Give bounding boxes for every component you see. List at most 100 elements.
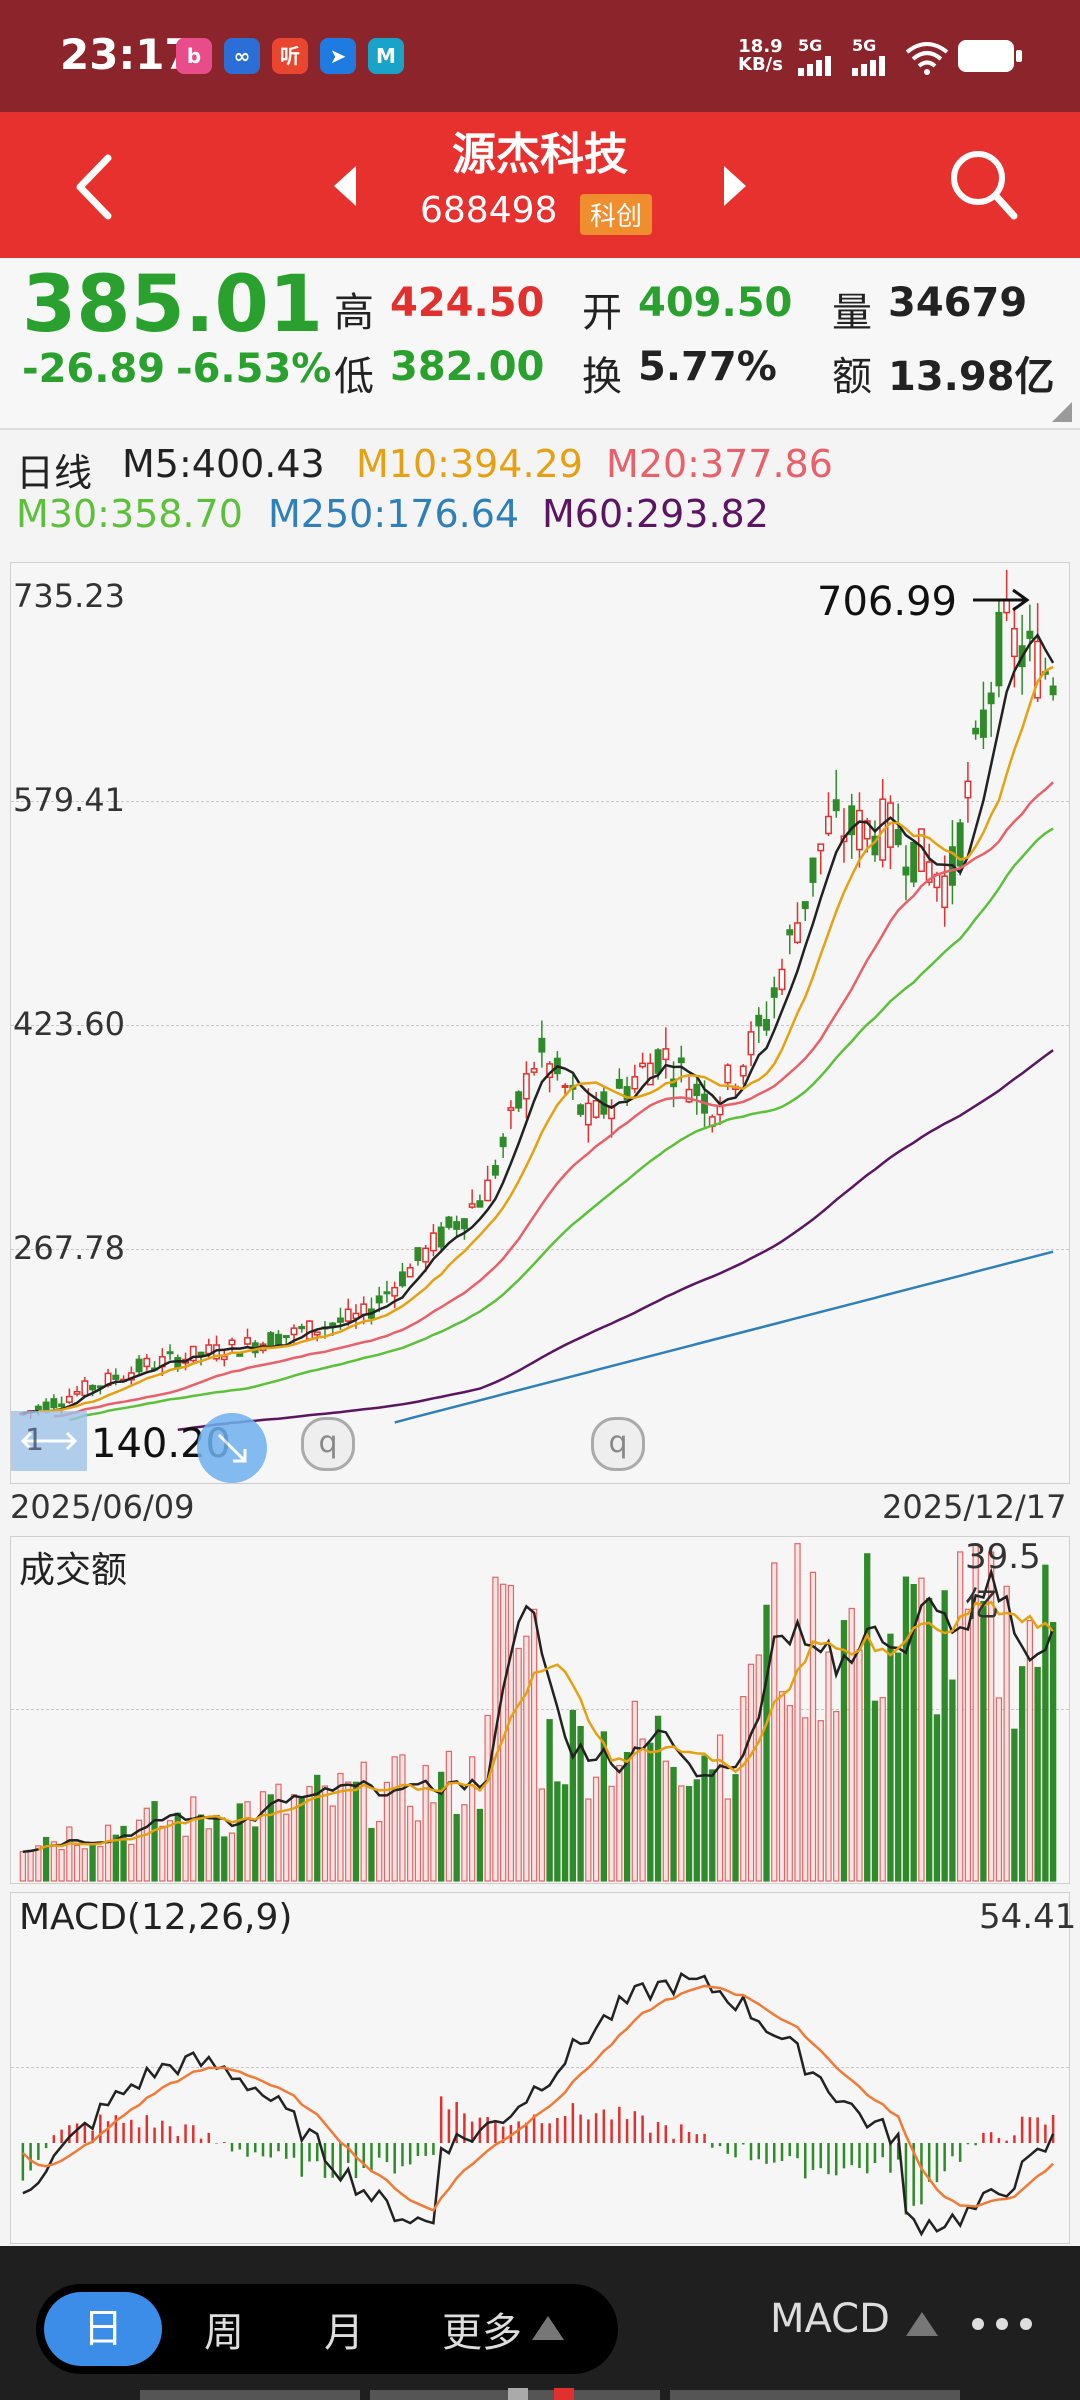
event-marker-icon[interactable]: q [301,1417,355,1471]
candle [894,828,902,846]
volume-bar [515,1647,522,1882]
volume-bar [910,1584,917,1882]
volume-bar [42,1836,50,1882]
open-label: 开 [582,290,622,336]
resize-icon [217,1433,247,1463]
volume-bar [926,1597,933,1882]
ma5-line [22,632,1055,1415]
nav-handle [140,2390,360,2400]
volume-value: 34679 [888,280,1028,326]
volume-bar [407,1805,414,1882]
volume-bar [120,1825,127,1882]
volume-bar [205,1828,212,1882]
candle [422,1247,430,1263]
volume-bar [360,1761,367,1882]
turnover-label: 换 [582,354,622,400]
signal-2-icon: 5G [852,36,888,76]
low-label: 低 [334,354,374,400]
volume-bar [314,1774,321,1882]
candle [383,1291,391,1295]
candle [925,861,933,883]
volume-bar [833,1711,840,1882]
volume-bar [786,1704,793,1882]
indicator-selector[interactable]: MACD [770,2296,890,2342]
gridline [11,1249,1069,1250]
candle [499,1136,507,1148]
macd-dea-line [22,1984,1054,2212]
more-options-icon[interactable] [970,2316,1034,2332]
volume-bar [616,1765,623,1882]
volume-bar [623,1752,631,1882]
event-marker-icon[interactable]: q [591,1417,645,1471]
volume-bar [197,1814,205,1882]
next-stock-icon[interactable] [720,164,750,208]
macd-chart[interactable]: MACD(12,26,9) 54.41 [10,1892,1076,2244]
volume-bar [244,1801,251,1882]
volume-bar [840,1620,848,1882]
back-icon[interactable] [70,152,120,222]
price-change-pct: -6.53% [176,346,332,392]
board-badge: 科创 [580,194,653,235]
candle [755,1014,763,1027]
tab-day[interactable]: 日 [44,2292,162,2366]
candle [166,1351,174,1355]
volume-label: 量 [832,290,872,336]
candle [662,1048,670,1061]
volume-bar [569,1709,577,1882]
price-chart[interactable]: 735.23 579.41 423.60 267.78 706.99 1 140… [10,562,1070,1484]
volume-chart[interactable]: 成交额 39.5亿 [10,1536,1070,1884]
tab-more[interactable]: 更多 [442,2310,522,2356]
search-icon[interactable] [948,148,1018,222]
ma20-value: M20:377.86 [606,442,833,486]
volume-bar [213,1814,220,1882]
volume-bar [267,1794,274,1882]
nav-handle [670,2390,960,2400]
prev-stock-icon[interactable] [330,164,360,208]
volume-bar [275,1783,282,1882]
volume-bar [809,1571,817,1882]
ma10-value: M10:394.29 [356,442,583,486]
tab-week[interactable]: 周 [204,2310,244,2356]
zoom-handle[interactable] [197,1413,267,1483]
date-start: 2025/06/09 [10,1488,195,1526]
candle [453,1221,461,1230]
volume-bar [298,1798,305,1882]
candle [228,1339,236,1346]
volume-bar [949,1679,956,1882]
volume-bar [716,1734,724,1882]
scroll-left-handle[interactable] [11,1411,87,1471]
volume-bar [546,1719,553,1882]
candle [135,1358,143,1373]
volume-bar [631,1700,638,1882]
volume-bar [368,1827,375,1882]
volume-bar [1003,1585,1010,1882]
volume-bar [670,1766,677,1882]
candle [561,1084,569,1088]
volume-bar [399,1754,406,1882]
volume-bar [306,1785,313,1882]
price-axis-label: 735.23 [13,577,125,615]
candle [778,968,786,991]
volume-bar [461,1804,468,1882]
candle [298,1325,306,1330]
volume-bar [771,1562,778,1882]
volume-bar [732,1774,739,1882]
volume-bar [19,1851,27,1882]
volume-bar [476,1808,484,1882]
volume-bar [879,1697,886,1882]
candle [770,987,778,998]
candle [429,1232,437,1252]
network-speed: 18.9 KB/s [738,38,783,74]
expand-corner-icon[interactable] [1052,402,1072,422]
arrow-right-icon [973,588,1030,612]
nav-handle [508,2388,528,2400]
volume-bar [724,1798,731,1882]
volume-bar [143,1807,150,1882]
candle [623,1086,631,1101]
volume-bar [228,1832,236,1882]
volume-bar [252,1826,259,1882]
candle [398,1271,406,1287]
volume-bar [825,1651,832,1882]
tab-month[interactable]: 月 [324,2310,364,2356]
candle [902,866,910,876]
